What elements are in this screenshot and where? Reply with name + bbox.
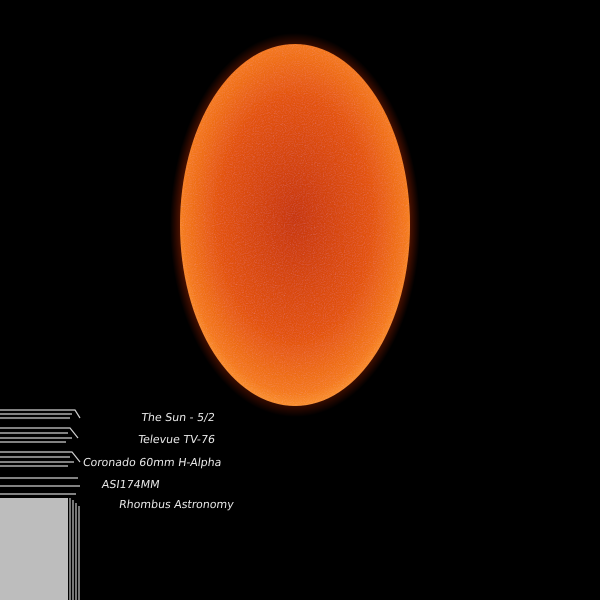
- caption: The Sun - 5/2 Televue TV-76 Coronado 60m…: [82, 411, 235, 511]
- sun-disk: [180, 44, 410, 406]
- caption-line: ASI174MM: [101, 478, 161, 491]
- caption-line: Televue TV-76: [136, 433, 216, 446]
- caption-line: Coronado 60mm H-Alpha: [82, 456, 222, 469]
- panel-lines: [69, 498, 80, 600]
- streaks: [0, 409, 81, 495]
- caption-line: The Sun - 5/2: [139, 411, 215, 424]
- caption-line: Rhombus Astronomy: [118, 498, 235, 511]
- gray-panel: [0, 498, 68, 600]
